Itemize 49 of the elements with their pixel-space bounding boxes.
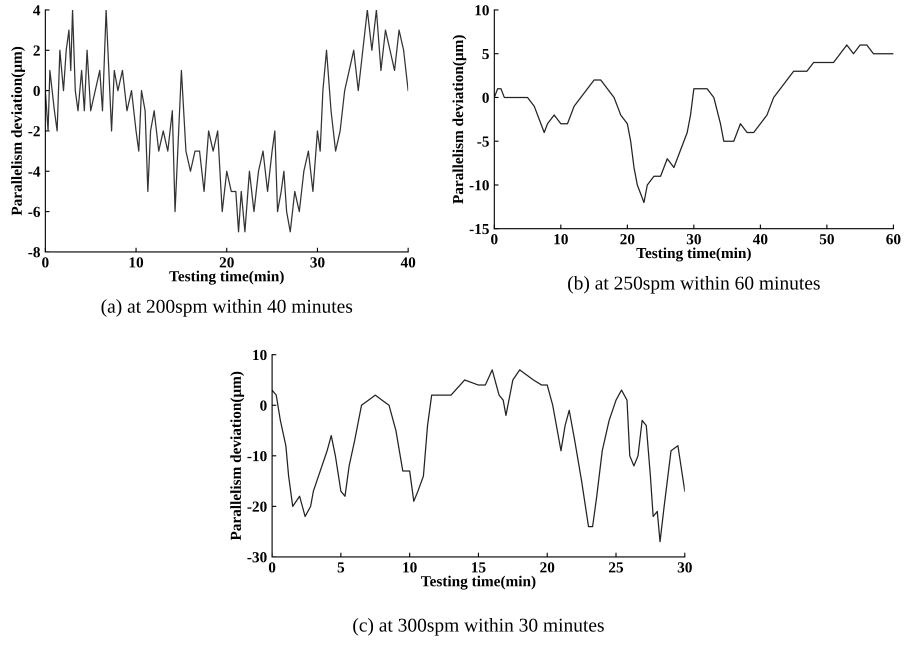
x-tick-label: 20 — [540, 562, 554, 573]
x-tick-label: 10 — [554, 234, 568, 244]
text: (b) at 250spm within 60 minutes — [568, 276, 820, 294]
x-tick-label: 0 — [42, 257, 49, 268]
x-tick-label: 0 — [268, 562, 276, 573]
y-tick-label: -4 — [28, 166, 40, 177]
x-axis-title: Testing time(min) — [169, 270, 284, 285]
y-axis-title: Parallelism deviation(μm) — [452, 35, 466, 204]
y-tick-label: -8 — [28, 247, 40, 258]
x-tick-label: 10 — [403, 562, 417, 573]
x-tick-label: 10 — [130, 257, 144, 268]
y-tick-label: 10 — [253, 350, 267, 360]
y-tick-label: 2 — [33, 45, 40, 56]
y-tick-label: -30 — [247, 552, 267, 562]
x-tick-label: 60 — [886, 234, 900, 244]
x-tick-label: 0 — [491, 234, 498, 244]
x-tick-label: 20 — [220, 257, 234, 268]
y-tick-label: 0 — [260, 400, 267, 411]
y-tick-label: 0 — [482, 92, 489, 103]
x-tick-label: 30 — [686, 234, 701, 244]
line-series — [494, 44, 894, 204]
line-series — [45, 10, 408, 232]
y-axis-title: Parallelism deviation(μm) — [230, 372, 244, 540]
y-tick-label: 4 — [33, 5, 40, 16]
y-tick-label: 0 — [33, 86, 40, 96]
x-tick-label: 25 — [609, 562, 624, 573]
x-tick-label: 40 — [752, 234, 768, 244]
y-tick-label: 10 — [475, 5, 489, 16]
line-series — [272, 369, 685, 542]
x-tick-label: 30 — [310, 257, 325, 268]
x-tick-label: 30 — [678, 562, 692, 573]
x-axis-title: Testing time(min) — [636, 247, 751, 262]
y-axis-title: Parallelism deviation(μm) — [11, 46, 25, 216]
x-tick-label: 50 — [820, 234, 834, 244]
y-tick-label: -15 — [470, 224, 489, 234]
x-tick-label: 40 — [400, 257, 416, 268]
y-tick-label: -6 — [28, 206, 40, 218]
y-tick-label: 5 — [482, 49, 489, 60]
y-tick-label: -10 — [247, 450, 267, 462]
x-tick-label: 20 — [620, 234, 634, 244]
y-tick-label: -5 — [477, 136, 489, 147]
text: (c) at 300spm within 30 minutes — [353, 618, 604, 636]
y-tick-label: -10 — [470, 180, 489, 190]
x-tick-label: 15 — [472, 562, 486, 573]
y-tick-label: -2 — [28, 126, 40, 136]
x-tick-label: 5 — [338, 562, 344, 573]
y-tick-label: -20 — [247, 502, 267, 512]
text: (a) at 200spm within 40 minutes — [102, 299, 352, 317]
x-axis-title: Testing time(min) — [421, 576, 536, 590]
